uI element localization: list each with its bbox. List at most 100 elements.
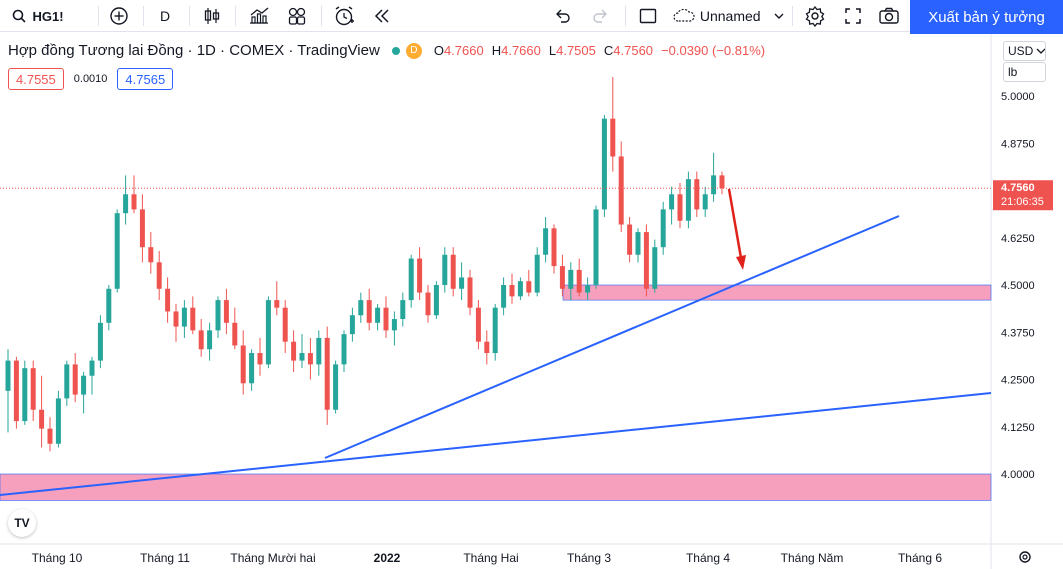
sell-button[interactable]: 4.7555 [8,68,64,90]
candle-body[interactable] [215,300,221,331]
candle-body[interactable] [89,360,95,376]
candle-body[interactable] [677,194,683,221]
candle-body[interactable] [114,213,120,289]
candle-body[interactable] [240,345,246,384]
replay-button[interactable] [369,0,395,32]
candle-body[interactable] [47,428,53,444]
layouts-button[interactable] [284,0,310,32]
candle-body[interactable] [509,285,515,297]
candle-body[interactable] [400,300,406,320]
candle-body[interactable] [274,300,280,308]
candle-body[interactable] [652,247,658,289]
candle-body[interactable] [190,307,196,331]
currency-select[interactable]: USD [1003,41,1046,61]
candle-body[interactable] [81,375,87,395]
candle-body[interactable] [207,330,213,350]
settings-button[interactable] [802,0,828,32]
candle-body[interactable] [408,258,414,301]
candle-body[interactable] [333,364,339,410]
fullscreen-layout-button[interactable] [635,0,661,32]
candle-body[interactable] [139,209,145,248]
layout-name-button[interactable]: Unnamed [672,0,784,32]
buy-button[interactable]: 4.7565 [117,68,174,90]
candle-body[interactable] [442,254,448,285]
symbol-search-button[interactable]: HG1! [6,0,70,32]
candle-body[interactable] [391,319,397,331]
candle-body[interactable] [39,409,45,429]
candle-body[interactable] [610,118,616,157]
candle-body[interactable] [585,285,591,293]
candle-body[interactable] [97,322,103,361]
candle-body[interactable] [349,315,355,335]
candle-body[interactable] [526,281,532,293]
candle-body[interactable] [543,228,549,255]
candle-body[interactable] [433,285,439,316]
candle-body[interactable] [165,288,171,312]
candle-body[interactable] [475,307,481,342]
candle-body[interactable] [635,232,641,255]
resistance-zone[interactable] [562,284,992,301]
candle-body[interactable] [366,300,372,323]
candle-body[interactable] [375,307,381,323]
candle-body[interactable] [106,288,112,323]
candle-body[interactable] [265,300,271,365]
candle-body[interactable] [551,228,557,267]
candle-body[interactable] [148,247,154,263]
delayed-badge[interactable]: D [405,42,422,59]
trendline-long-term[interactable] [0,392,992,496]
axis-settings-gear-icon[interactable] [1019,551,1031,563]
snapshot-button[interactable] [876,0,902,32]
candle-body[interactable] [694,179,700,210]
compare-add-button[interactable] [106,0,132,32]
candle-body[interactable] [223,300,229,323]
candle-body[interactable] [459,277,465,289]
candle-body[interactable] [173,311,179,327]
candle-body[interactable] [417,258,423,293]
candle-body[interactable] [282,307,288,342]
redo-button[interactable] [587,0,613,32]
candle-body[interactable] [72,364,78,395]
candle-body[interactable] [5,360,11,391]
candle-body[interactable] [501,285,507,308]
candle-body[interactable] [299,353,305,361]
indicators-button[interactable] [246,0,272,32]
candle-body[interactable] [232,322,238,346]
candle-body[interactable] [22,368,28,422]
candle-body[interactable] [719,175,725,189]
candle-body[interactable] [55,398,61,444]
fullscreen-button[interactable] [840,0,866,32]
candle-body[interactable] [324,337,330,410]
candle-body[interactable] [181,307,187,327]
candle-body[interactable] [13,360,19,422]
candle-body[interactable] [307,353,313,365]
candle-body[interactable] [660,209,666,248]
candle-body[interactable] [467,277,473,308]
candle-body[interactable] [341,334,347,365]
forecast-arrow[interactable] [727,188,743,259]
candle-body[interactable] [30,368,36,410]
candle-body[interactable] [517,281,523,297]
candle-body[interactable] [593,209,599,285]
candle-body[interactable] [291,341,297,361]
candle-body[interactable] [669,194,675,210]
candle-body[interactable] [627,224,633,255]
alert-button[interactable] [331,0,357,32]
unit-select[interactable]: lb [1003,62,1046,82]
candle-body[interactable] [425,292,431,316]
candle-body[interactable] [383,307,389,331]
publish-idea-button[interactable]: Xuất bản ý tưởng [910,0,1063,34]
price-axis[interactable] [991,34,1063,544]
candle-body[interactable] [64,364,70,399]
candle-body[interactable] [484,341,490,354]
trendline-ascending[interactable] [324,215,900,459]
undo-button[interactable] [550,0,576,32]
candle-body[interactable] [492,307,498,354]
price-chart[interactable]: 5.00004.87504.75004.62504.50004.37504.25… [0,34,1063,569]
chart-type-button[interactable] [199,0,225,32]
candle-body[interactable] [559,266,565,289]
candle-body[interactable] [618,156,624,225]
candle-body[interactable] [198,330,204,350]
candle-body[interactable] [358,300,364,316]
candle-body[interactable] [534,254,540,293]
candle-body[interactable] [450,254,456,289]
